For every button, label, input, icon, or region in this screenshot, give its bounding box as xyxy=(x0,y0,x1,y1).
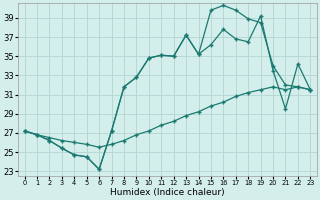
X-axis label: Humidex (Indice chaleur): Humidex (Indice chaleur) xyxy=(110,188,225,197)
